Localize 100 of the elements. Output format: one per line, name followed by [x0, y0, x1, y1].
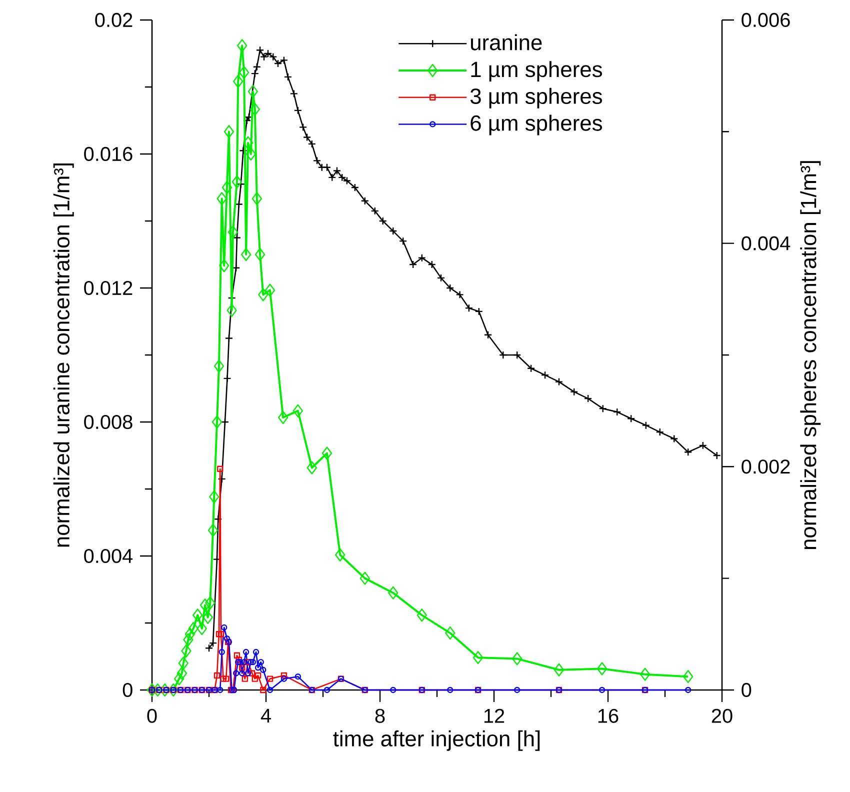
point	[514, 686, 520, 694]
point	[223, 676, 230, 682]
x-tick-label: 20	[712, 708, 732, 723]
y2-tick-label: 0.006	[742, 12, 790, 28]
y-tick-label: 0	[122, 682, 132, 698]
point	[322, 446, 332, 460]
point	[242, 648, 250, 656]
point	[252, 648, 260, 656]
point	[683, 670, 694, 684]
point	[160, 683, 170, 697]
point	[388, 586, 398, 600]
point	[238, 670, 246, 676]
legend-label: 6 µm spheres	[470, 114, 602, 136]
point	[240, 658, 248, 666]
point	[196, 622, 207, 636]
point	[390, 686, 396, 694]
point	[232, 74, 244, 88]
point	[208, 524, 218, 537]
point	[280, 672, 288, 679]
point	[596, 662, 608, 676]
point	[209, 490, 220, 504]
point	[232, 670, 240, 676]
point	[234, 658, 242, 666]
point	[232, 175, 242, 188]
y2-tick-label: 0	[742, 682, 752, 698]
point	[146, 683, 158, 697]
legend-label: uranine	[471, 34, 542, 50]
x-tick-label: 0	[147, 708, 157, 723]
point	[260, 666, 266, 673]
point	[183, 633, 194, 646]
point	[200, 598, 210, 612]
point	[248, 670, 256, 676]
point	[240, 248, 252, 262]
point	[254, 672, 262, 679]
point	[168, 683, 178, 697]
point	[192, 608, 203, 622]
point	[216, 192, 227, 206]
point	[242, 676, 248, 682]
point	[250, 102, 260, 116]
point	[202, 610, 213, 624]
point	[152, 683, 163, 697]
point	[236, 39, 248, 52]
point	[181, 644, 192, 658]
point	[640, 668, 650, 681]
x-tick-label: 12	[484, 708, 504, 723]
point	[280, 676, 288, 682]
point	[264, 284, 276, 297]
point	[218, 648, 225, 656]
point	[238, 664, 246, 671]
legend-label: 1 µm spheres	[471, 61, 602, 82]
point	[244, 658, 252, 666]
point	[306, 461, 317, 474]
point	[335, 548, 346, 562]
point	[248, 658, 254, 666]
x-tick-label: 4	[260, 708, 271, 723]
point	[212, 415, 222, 429]
point	[292, 404, 304, 418]
point	[224, 125, 234, 138]
point	[205, 596, 216, 610]
point	[252, 192, 262, 206]
point	[598, 686, 606, 694]
point	[246, 147, 256, 161]
x-tick-label: 16	[598, 708, 618, 723]
point	[234, 652, 240, 658]
point	[238, 66, 250, 80]
point	[294, 673, 302, 680]
point	[360, 572, 370, 585]
point	[214, 672, 220, 679]
point	[258, 288, 268, 302]
point	[512, 652, 522, 666]
point	[250, 658, 256, 666]
y2-tick-label: 0.004	[742, 236, 790, 250]
point	[222, 180, 232, 194]
point	[254, 664, 262, 671]
point	[219, 259, 230, 272]
point	[214, 360, 224, 373]
point	[244, 670, 252, 676]
y2-axis-title: normalized spheres concentration [1/m³]	[800, 161, 821, 550]
point	[216, 631, 222, 638]
point	[254, 248, 266, 262]
x-axis-title: time after injection [h]	[333, 730, 540, 751]
point	[248, 84, 258, 98]
y-axis-title: normalized uranine concentration [1/m³]	[53, 164, 74, 547]
point	[252, 676, 258, 682]
legend-label: 3 µm spheres	[470, 88, 602, 108]
point	[221, 624, 228, 631]
point	[224, 636, 230, 642]
point	[447, 686, 454, 694]
point	[188, 622, 198, 636]
point	[178, 656, 188, 670]
y-tick-label: 0.016	[84, 146, 132, 162]
point	[416, 608, 427, 622]
point	[226, 304, 237, 317]
point	[258, 658, 264, 666]
point	[324, 686, 330, 694]
point	[218, 631, 224, 638]
y2-tick-label: 0.002	[742, 460, 790, 474]
point	[236, 658, 244, 666]
y-tick-label: 0.004	[84, 548, 133, 564]
y-tick-label: 0.008	[84, 414, 132, 430]
